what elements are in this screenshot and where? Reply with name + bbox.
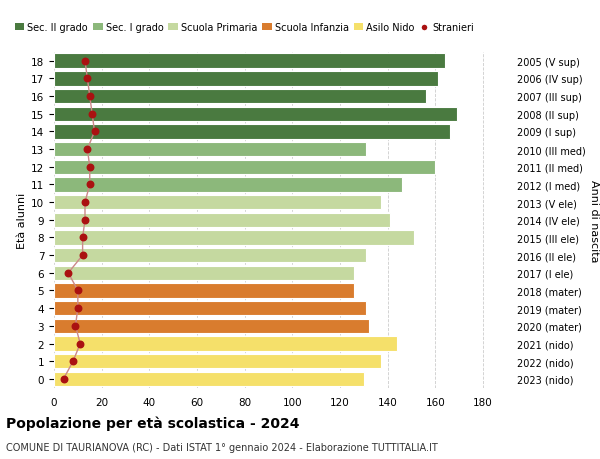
Bar [54, 54, 445, 69]
Text: Anni di nascita: Anni di nascita [589, 179, 599, 262]
Bar [54, 178, 402, 192]
Point [71, 323, 80, 330]
Point [59, 375, 68, 383]
Point [90, 129, 100, 136]
Bar [54, 196, 380, 210]
Bar [54, 266, 355, 280]
Bar [54, 301, 367, 316]
Text: Popolazione per età scolastica - 2024: Popolazione per età scolastica - 2024 [6, 415, 299, 430]
Point [73, 287, 83, 295]
Bar [54, 125, 450, 140]
Bar [54, 284, 355, 298]
Legend: Sec. II grado, Sec. I grado, Scuola Primaria, Scuola Infanzia, Asilo Nido, Stran: Sec. II grado, Sec. I grado, Scuola Prim… [11, 19, 478, 37]
Bar [54, 143, 367, 157]
Y-axis label: Età alunni: Età alunni [17, 192, 27, 248]
Bar [54, 248, 367, 263]
Point [78, 234, 88, 241]
Point [85, 181, 95, 189]
Bar [54, 160, 436, 174]
Point [80, 58, 90, 65]
Bar [54, 213, 390, 228]
Bar [54, 336, 397, 351]
Point [85, 164, 95, 171]
Bar [54, 372, 364, 386]
Point [64, 269, 73, 277]
Point [73, 305, 83, 312]
Point [83, 76, 92, 83]
Point [76, 340, 85, 347]
Point [80, 217, 90, 224]
Bar [54, 90, 426, 104]
Bar [54, 72, 438, 86]
Point [78, 252, 88, 259]
Bar [54, 354, 380, 369]
Point [83, 146, 92, 153]
Bar [54, 231, 414, 245]
Point [68, 358, 78, 365]
Point [80, 199, 90, 207]
Text: COMUNE DI TAURIANOVA (RC) - Dati ISTAT 1° gennaio 2024 - Elaborazione TUTTITALIA: COMUNE DI TAURIANOVA (RC) - Dati ISTAT 1… [6, 442, 438, 452]
Point [85, 93, 95, 101]
Point [88, 111, 97, 118]
Bar [54, 319, 369, 333]
Bar [54, 107, 457, 122]
